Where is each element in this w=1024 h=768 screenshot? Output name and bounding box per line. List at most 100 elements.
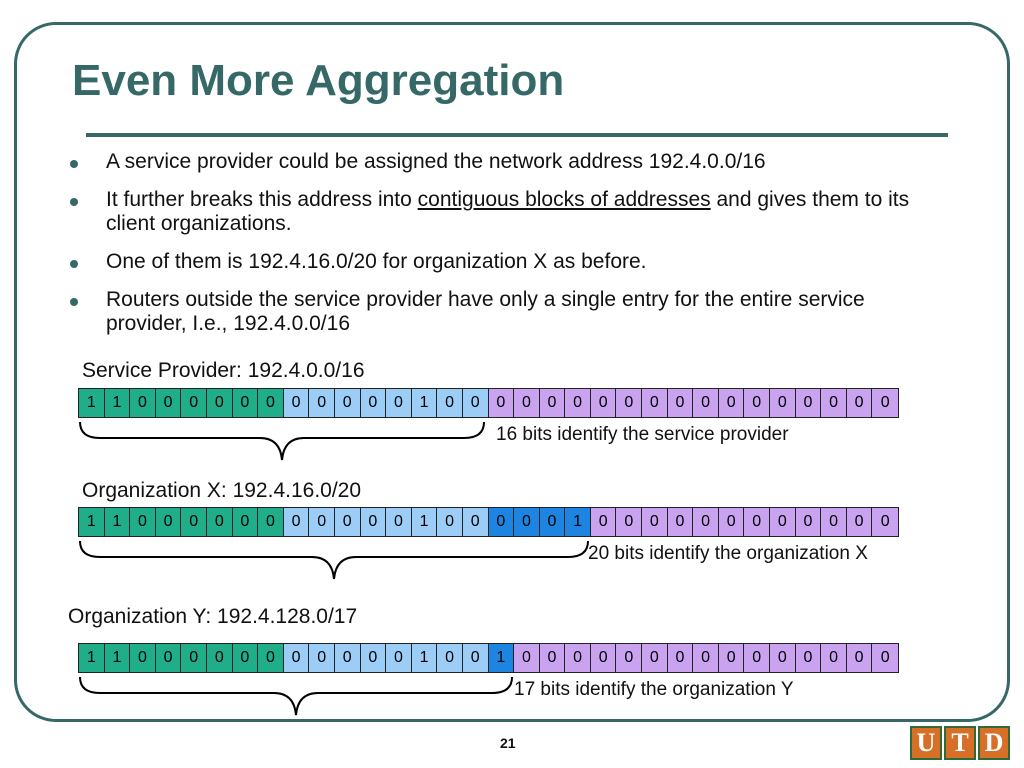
bit-cell: 0 <box>846 644 873 672</box>
bit-cell: 0 <box>616 644 643 672</box>
bit-cell: 0 <box>360 644 387 672</box>
bit-cell: 0 <box>258 644 284 672</box>
bullet-text-underlined: contiguous blocks of addresses <box>417 188 711 211</box>
logo-letter: T <box>944 726 976 760</box>
bit-cell: 0 <box>872 389 898 417</box>
bit-cell: 0 <box>872 508 898 536</box>
bit-cell: 1 <box>79 644 105 672</box>
bullet-list: A service provider could be assigned the… <box>66 150 946 350</box>
bit-cell: 0 <box>718 389 745 417</box>
bit-cell: 0 <box>309 644 335 672</box>
bit-cell: 0 <box>667 508 694 536</box>
bit-cell: 0 <box>565 644 591 672</box>
bit-cell: 0 <box>795 389 822 417</box>
service-provider-brace <box>79 421 485 461</box>
bit-cell: 1 <box>79 389 105 417</box>
bullet-text: A service provider could be assigned the… <box>106 150 766 173</box>
bit-cell: 0 <box>821 644 847 672</box>
bit-cell: 0 <box>642 644 668 672</box>
bit-cell: 0 <box>821 389 847 417</box>
title-underline <box>86 133 948 137</box>
bit-cell: 0 <box>130 508 156 536</box>
bit-cell: 0 <box>437 389 463 417</box>
bit-cell: 0 <box>846 389 873 417</box>
bullet-item: It further breaks this address into cont… <box>66 188 946 236</box>
bit-cell: 0 <box>872 644 898 672</box>
bit-cell: 0 <box>283 389 310 417</box>
bit-cell: 0 <box>232 508 259 536</box>
bit-cell: 1 <box>411 389 438 417</box>
bit-cell: 0 <box>590 389 617 417</box>
bit-cell: 0 <box>514 644 540 672</box>
bit-cell: 0 <box>642 389 668 417</box>
bit-cell: 1 <box>411 644 438 672</box>
bit-cell: 0 <box>565 389 591 417</box>
bit-cell: 0 <box>206 508 233 536</box>
bit-cell: 0 <box>770 644 796 672</box>
bit-cell: 0 <box>386 508 412 536</box>
bit-cell: 0 <box>309 389 335 417</box>
bit-cell: 0 <box>514 508 540 536</box>
slide-frame <box>14 22 1010 722</box>
bit-cell: 0 <box>616 508 643 536</box>
bit-cell: 0 <box>539 389 566 417</box>
bit-cell: 0 <box>846 508 873 536</box>
bit-cell: 0 <box>232 389 259 417</box>
logo-letter: U <box>910 726 942 760</box>
bullet-dot-icon <box>70 160 78 168</box>
bit-cell: 0 <box>181 389 207 417</box>
bullet-text: Routers outside the service provider hav… <box>106 288 865 335</box>
bit-cell: 0 <box>488 389 515 417</box>
bullet-text-post: and gives them to its client organizatio… <box>106 188 910 235</box>
bit-cell: 0 <box>462 644 489 672</box>
bit-cell: 0 <box>334 644 361 672</box>
bit-cell: 0 <box>309 508 335 536</box>
bit-cell: 0 <box>155 508 182 536</box>
bit-cell: 0 <box>616 389 643 417</box>
bit-cell: 0 <box>693 644 719 672</box>
bit-cell: 0 <box>590 508 617 536</box>
service-provider-note: 16 bits identify the service provider <box>496 424 789 445</box>
bit-cell: 0 <box>744 389 771 417</box>
bit-cell: 1 <box>104 389 131 417</box>
page-number: 21 <box>500 735 516 751</box>
bit-cell: 0 <box>488 508 515 536</box>
bit-cell: 0 <box>334 508 361 536</box>
bit-cell: 0 <box>821 508 847 536</box>
bit-cell: 0 <box>667 389 694 417</box>
service-provider-label: Service Provider: 192.4.0.0/16 <box>82 359 365 382</box>
bullet-dot-icon <box>70 260 78 268</box>
bit-cell: 0 <box>744 644 771 672</box>
bit-cell: 0 <box>539 508 566 536</box>
bit-cell: 0 <box>181 644 207 672</box>
bullet-item: A service provider could be assigned the… <box>66 150 946 174</box>
bit-cell: 1 <box>79 508 105 536</box>
bit-cell: 0 <box>130 644 156 672</box>
organization-y-label: Organization Y: 192.4.128.0/17 <box>68 605 358 628</box>
slide-title: Even More Aggregation <box>72 56 565 105</box>
bit-cell: 0 <box>795 508 822 536</box>
organization-x-brace <box>79 540 589 580</box>
bullet-dot-icon <box>70 298 78 306</box>
bullet-item: One of them is 192.4.16.0/20 for organiz… <box>66 250 946 274</box>
bit-cell: 0 <box>770 508 796 536</box>
bit-cell: 0 <box>539 644 566 672</box>
bit-cell: 0 <box>155 644 182 672</box>
logo-letter: D <box>978 726 1010 760</box>
organization-y-brace <box>79 676 513 716</box>
bit-cell: 0 <box>718 508 745 536</box>
bit-cell: 0 <box>590 644 617 672</box>
bit-cell: 0 <box>744 508 771 536</box>
bit-cell: 1 <box>104 644 131 672</box>
bit-cell: 0 <box>642 508 668 536</box>
bit-cell: 0 <box>155 389 182 417</box>
bit-cell: 0 <box>795 644 822 672</box>
bit-cell: 1 <box>104 508 131 536</box>
organization-x-label: Organization X: 192.4.16.0/20 <box>82 479 362 502</box>
organization-y-note: 17 bits identify the organization Y <box>514 679 794 700</box>
bit-cell: 0 <box>283 508 310 536</box>
bit-cell: 0 <box>130 389 156 417</box>
bullet-text: One of them is 192.4.16.0/20 for organiz… <box>106 250 647 273</box>
bullet-text-pre: It further breaks this address into <box>106 188 418 211</box>
